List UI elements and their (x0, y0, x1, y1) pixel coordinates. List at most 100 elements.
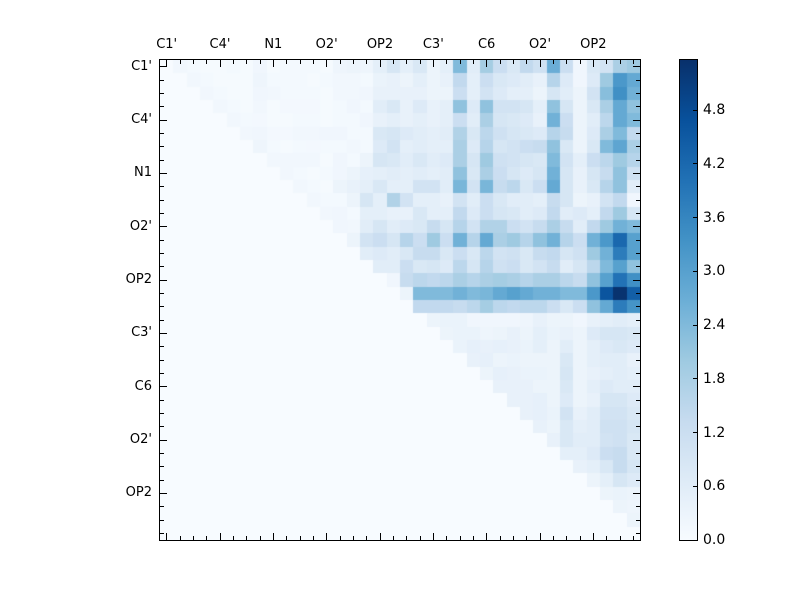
x-tick-label: OP2 (580, 37, 607, 52)
top-tick (246, 60, 248, 64)
right-tick (633, 119, 640, 121)
bottom-tick (286, 536, 288, 540)
left-tick (160, 159, 164, 161)
bottom-tick (259, 536, 261, 540)
bottom-tick (219, 533, 221, 540)
x-tick-label: C4' (209, 37, 231, 52)
top-tick (206, 60, 208, 64)
left-tick (160, 212, 164, 214)
top-tick (459, 60, 461, 64)
right-tick (636, 92, 640, 94)
colorbar-tick (693, 485, 697, 487)
right-tick (633, 492, 640, 494)
bottom-tick (472, 536, 474, 540)
top-tick (312, 60, 314, 64)
top-tick (379, 60, 381, 67)
colorbar-gradient (680, 60, 697, 540)
colorbar-tick (693, 378, 697, 380)
left-tick (160, 452, 164, 454)
right-tick (636, 212, 640, 214)
top-tick (272, 60, 274, 67)
bottom-tick (192, 536, 194, 540)
bottom-tick (606, 536, 608, 540)
bottom-tick (179, 536, 181, 540)
top-tick (552, 60, 554, 64)
left-tick (160, 226, 167, 228)
right-tick (636, 199, 640, 201)
top-tick (366, 60, 368, 64)
right-tick (633, 439, 640, 441)
top-tick (499, 60, 501, 64)
bottom-tick (352, 536, 354, 540)
bottom-tick (499, 536, 501, 540)
y-tick-label: OP2 (125, 272, 152, 287)
bottom-tick (339, 536, 341, 540)
colorbar-tick (693, 163, 697, 165)
bottom-tick (579, 536, 581, 540)
top-tick (339, 60, 341, 64)
left-tick (160, 492, 167, 494)
left-tick (160, 466, 164, 468)
colorbar-tick (693, 539, 697, 541)
left-tick (160, 266, 164, 268)
top-tick (326, 60, 328, 67)
right-tick (636, 306, 640, 308)
colorbar (679, 59, 698, 541)
left-tick (160, 292, 164, 294)
right-tick (636, 292, 640, 294)
colorbar-tick-label: 3.0 (703, 263, 726, 280)
right-tick (633, 226, 640, 228)
right-tick (636, 319, 640, 321)
right-tick (633, 279, 640, 281)
left-tick (160, 172, 167, 174)
left-tick (160, 359, 164, 361)
left-tick (160, 186, 164, 188)
right-tick (636, 186, 640, 188)
left-tick (160, 66, 167, 68)
left-tick (160, 92, 164, 94)
bottom-tick (419, 536, 421, 540)
bottom-tick (379, 533, 381, 540)
x-tick-label: N1 (264, 37, 283, 52)
x-tick-label: O2' (315, 37, 338, 52)
x-tick-label: C6 (477, 37, 496, 52)
bottom-tick (272, 533, 274, 540)
right-tick (636, 426, 640, 428)
bottom-tick (246, 536, 248, 540)
bottom-tick (566, 536, 568, 540)
colorbar-tick (693, 324, 697, 326)
top-tick (539, 60, 541, 67)
right-tick (636, 532, 640, 534)
y-tick-label: C4' (131, 112, 152, 127)
left-tick (160, 399, 164, 401)
bottom-tick (232, 536, 234, 540)
bottom-tick (392, 536, 394, 540)
left-tick (160, 506, 164, 508)
y-tick-label: OP2 (125, 485, 152, 501)
bottom-tick (539, 533, 541, 540)
top-tick (632, 60, 634, 64)
y-tick-label: N1 (134, 165, 152, 181)
bottom-tick (446, 536, 448, 540)
top-tick (192, 60, 194, 64)
top-tick (566, 60, 568, 64)
left-tick (160, 119, 167, 121)
top-tick (526, 60, 528, 64)
right-tick (636, 372, 640, 374)
right-tick (633, 386, 640, 388)
colorbar-tick-label: 4.2 (703, 155, 726, 172)
top-tick (392, 60, 394, 64)
left-tick (160, 519, 164, 521)
right-tick (633, 66, 640, 68)
left-tick (160, 306, 164, 308)
right-tick (636, 506, 640, 508)
left-tick (160, 412, 164, 414)
colorbar-tick-label: 1.2 (703, 424, 726, 441)
y-tick-label: O2' (129, 218, 152, 234)
left-tick (160, 79, 164, 81)
top-tick (179, 60, 181, 64)
left-tick (160, 319, 164, 321)
left-tick (160, 332, 167, 334)
y-tick-label: O2' (129, 432, 152, 447)
right-tick (636, 252, 640, 254)
